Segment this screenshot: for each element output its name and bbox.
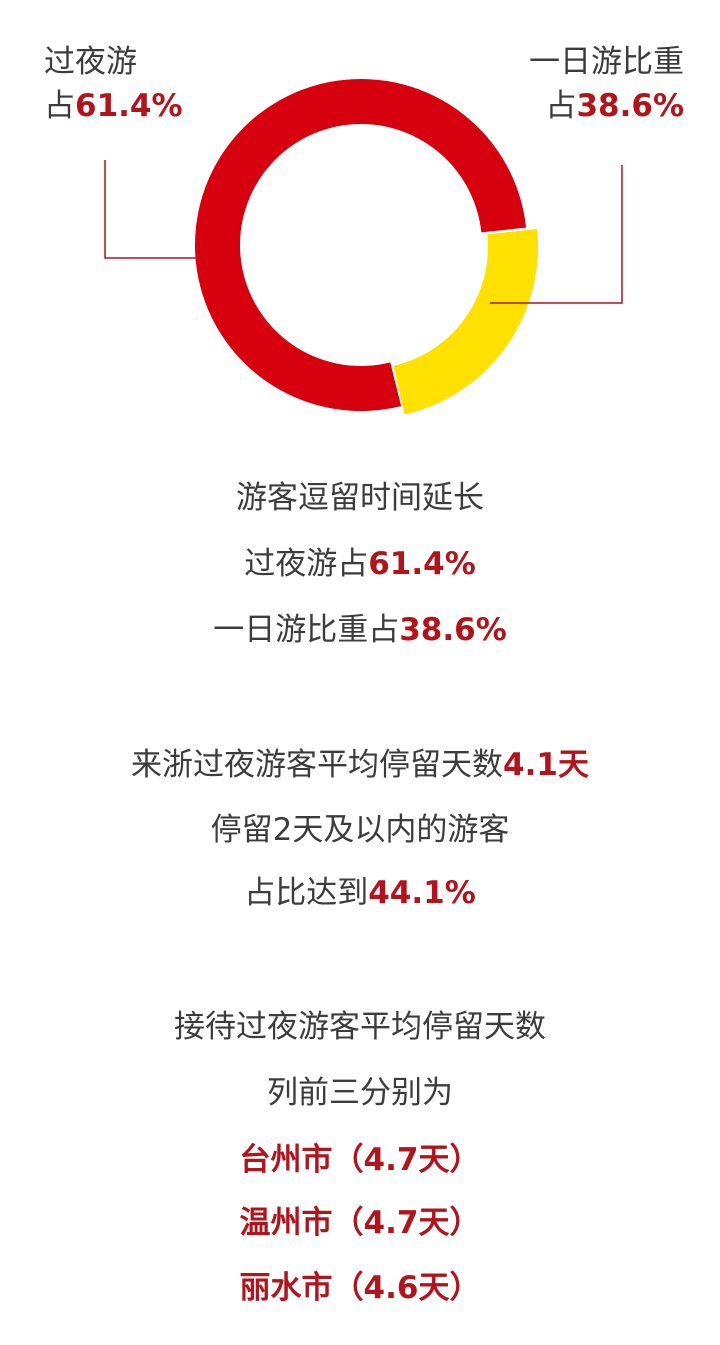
highlight-value: 台州市（4.7天） bbox=[239, 1142, 481, 1178]
highlight-value: 4.1天 bbox=[503, 747, 589, 783]
leader-line-overnight bbox=[104, 160, 196, 259]
highlight-value: 丽水市（4.6天） bbox=[239, 1270, 481, 1306]
label-overnight-value: 61.4% bbox=[75, 88, 183, 124]
summary-line: 占比达到44.1% bbox=[0, 871, 720, 915]
text-fragment: 停留2天及以内的游客 bbox=[210, 812, 510, 848]
summary-line: 温州市（4.7天） bbox=[0, 1201, 720, 1245]
donut-slice-day-trip bbox=[393, 229, 538, 415]
text-fragment: 接待过夜游客平均停留天数 bbox=[174, 1009, 546, 1045]
text-fragment: 占比达到 bbox=[244, 875, 369, 911]
summary-line: 过夜游占61.4% bbox=[0, 542, 720, 586]
summary-line: 丽水市（4.6天） bbox=[0, 1266, 720, 1310]
label-overnight-title: 过夜游 bbox=[44, 44, 137, 80]
text-fragment: 列前三分别为 bbox=[267, 1075, 453, 1111]
donut-chart bbox=[104, 78, 623, 415]
highlight-value: 44.1% bbox=[368, 875, 476, 911]
summary-line: 接待过夜游客平均停留天数 bbox=[0, 1005, 720, 1049]
leader-line-day-trip bbox=[490, 165, 623, 304]
label-day-trip-prefix: 占 bbox=[545, 88, 577, 124]
label-overnight: 过夜游 占61.4% bbox=[44, 40, 183, 128]
summary-line: 一日游比重占38.6% bbox=[0, 608, 720, 652]
text-fragment: 过夜游占 bbox=[244, 546, 369, 582]
highlight-value: 38.6% bbox=[399, 612, 507, 648]
summary-line: 台州市（4.7天） bbox=[0, 1138, 720, 1182]
summary-line: 列前三分别为 bbox=[0, 1071, 720, 1115]
text-fragment: 游客逗留时间延长 bbox=[236, 480, 484, 516]
label-day-trip: 一日游比重 占38.6% bbox=[529, 40, 684, 128]
label-day-trip-title: 一日游比重 bbox=[529, 44, 684, 80]
summary-line: 来浙过夜游客平均停留天数4.1天 bbox=[0, 743, 720, 787]
highlight-value: 温州市（4.7天） bbox=[239, 1205, 481, 1241]
text-fragment: 一日游比重占 bbox=[213, 612, 400, 648]
highlight-value: 61.4% bbox=[368, 546, 476, 582]
text-fragment: 来浙过夜游客平均停留天数 bbox=[131, 747, 504, 783]
label-day-trip-value: 38.6% bbox=[576, 88, 684, 124]
summary-line: 游客逗留时间延长 bbox=[0, 476, 720, 520]
label-overnight-prefix: 占 bbox=[44, 88, 75, 124]
summary-line: 停留2天及以内的游客 bbox=[0, 808, 720, 852]
